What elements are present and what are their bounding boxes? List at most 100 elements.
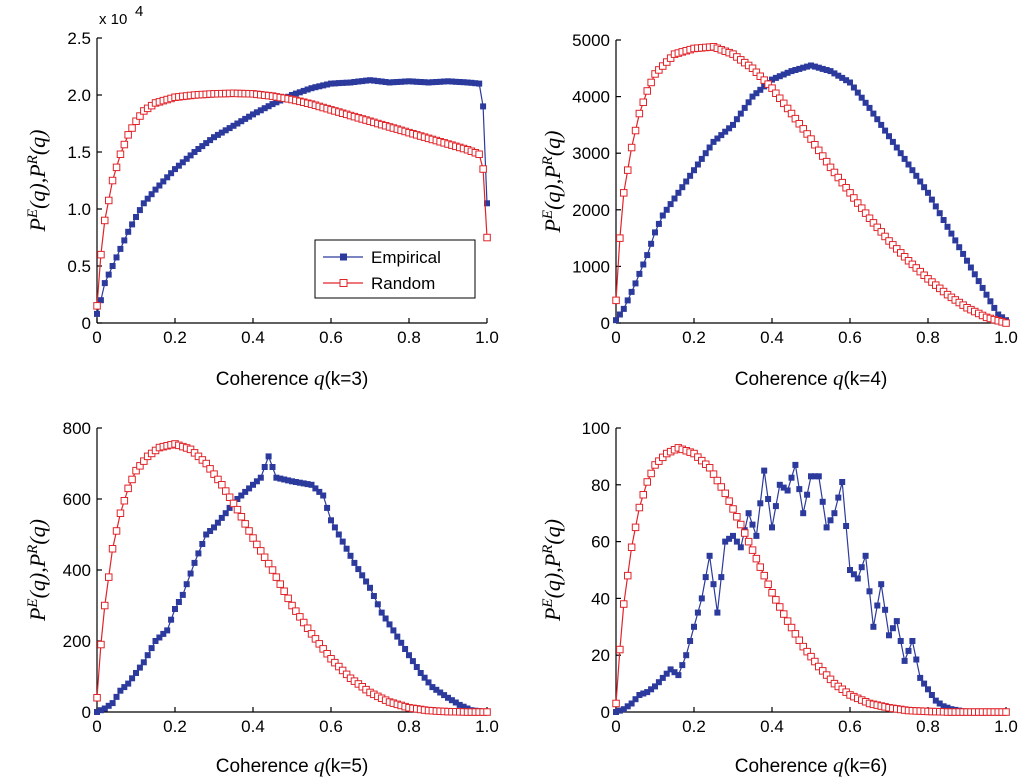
data-point-random xyxy=(296,613,304,621)
x-tick-label: 0.4 xyxy=(241,328,265,347)
data-point-empirical xyxy=(874,602,881,609)
data-point-random xyxy=(229,499,238,508)
data-point-random xyxy=(342,670,351,679)
data-point-empirical xyxy=(854,89,861,96)
data-point-empirical xyxy=(936,700,943,707)
data-point-empirical xyxy=(160,630,167,637)
x-tick-label: 0.8 xyxy=(397,328,421,347)
data-point-random xyxy=(826,675,835,684)
data-point-random xyxy=(101,601,109,610)
x-tick-label: 1.0 xyxy=(475,717,499,736)
data-point-empirical xyxy=(628,288,635,295)
y-tick-label: 400 xyxy=(63,561,91,580)
y-tick-label: 1.0 xyxy=(67,200,91,219)
data-point-empirical xyxy=(222,127,229,134)
data-point-empirical xyxy=(441,692,448,699)
data-point-empirical xyxy=(386,79,393,86)
data-point-random xyxy=(834,173,842,182)
data-point-empirical xyxy=(172,606,178,612)
data-point-empirical xyxy=(905,161,912,168)
data-point-empirical xyxy=(866,104,873,111)
x-tick-label: 0.2 xyxy=(163,328,187,347)
data-point-empirical xyxy=(246,485,253,492)
data-point-empirical xyxy=(456,79,463,85)
data-point-empirical xyxy=(203,140,210,147)
data-point-random xyxy=(105,573,113,581)
y-tick-label: 60 xyxy=(591,533,610,552)
data-point-empirical xyxy=(975,278,982,285)
data-point-empirical xyxy=(940,703,947,710)
data-point-random xyxy=(772,89,780,97)
data-point-random xyxy=(206,465,214,473)
data-point-empirical xyxy=(195,146,202,152)
data-point-empirical xyxy=(476,80,483,87)
data-point-random xyxy=(655,66,663,74)
data-point-random xyxy=(780,610,788,618)
data-point-empirical xyxy=(624,703,631,710)
data-point-empirical xyxy=(324,81,331,88)
data-point-random xyxy=(795,636,803,644)
data-point-random xyxy=(280,587,288,595)
data-point-empirical xyxy=(406,652,412,659)
data-point-empirical xyxy=(784,487,791,494)
data-point-empirical xyxy=(839,479,846,485)
data-point-empirical xyxy=(269,464,276,470)
data-point-empirical xyxy=(105,271,112,278)
data-point-random xyxy=(93,694,101,702)
x-tick-label: 0.6 xyxy=(319,717,343,736)
data-point-empirical xyxy=(187,570,194,577)
data-point-empirical xyxy=(183,581,190,588)
data-point-random xyxy=(624,166,632,174)
y-tick-label: 200 xyxy=(63,632,91,651)
y-tick-label: 2000 xyxy=(572,201,610,220)
data-point-random xyxy=(639,98,647,106)
data-point-empirical xyxy=(175,162,182,169)
data-point-empirical xyxy=(144,652,151,659)
data-point-empirical xyxy=(796,486,803,493)
data-point-empirical xyxy=(772,74,779,81)
data-point-random xyxy=(776,603,784,611)
y-tick-label: 2.0 xyxy=(67,86,91,105)
data-point-empirical xyxy=(905,647,912,654)
data-point-random xyxy=(483,233,491,242)
data-point-empirical xyxy=(386,621,393,628)
data-point-empirical xyxy=(932,203,939,210)
data-point-random xyxy=(319,645,327,653)
data-point-random xyxy=(752,68,761,76)
data-point-empirical xyxy=(761,83,768,90)
data-point-random xyxy=(249,534,257,542)
data-point-empirical xyxy=(726,125,733,132)
data-point-empirical xyxy=(218,514,225,521)
data-point-random xyxy=(338,666,347,675)
data-point-empirical xyxy=(679,184,686,191)
data-point-empirical xyxy=(811,63,818,70)
data-point-random xyxy=(725,497,733,505)
data-point-empirical xyxy=(292,479,299,485)
data-point-random xyxy=(112,163,121,172)
data-point-empirical xyxy=(269,101,276,108)
data-point-empirical xyxy=(148,191,155,198)
data-point-random xyxy=(616,645,624,654)
data-point-random xyxy=(268,566,277,574)
data-point-empirical xyxy=(140,200,147,207)
data-point-empirical xyxy=(858,564,865,571)
data-point-empirical xyxy=(347,552,354,559)
data-point-empirical xyxy=(203,531,210,538)
data-point-random xyxy=(635,109,644,118)
data-point-random xyxy=(253,540,261,549)
data-point-empirical xyxy=(718,132,725,139)
data-point-empirical xyxy=(136,664,143,671)
data-point-empirical xyxy=(636,270,643,277)
data-point-empirical xyxy=(874,116,881,123)
data-point-empirical xyxy=(445,694,451,701)
data-point-random xyxy=(659,453,667,462)
data-point-empirical xyxy=(409,658,416,665)
data-point-empirical xyxy=(121,237,128,244)
data-point-empirical xyxy=(882,127,889,134)
y-tick-label: 4000 xyxy=(572,88,610,107)
y-tick-label: 1.5 xyxy=(67,143,91,162)
data-point-random xyxy=(276,580,284,588)
x-tick-label: 0.8 xyxy=(397,717,421,736)
data-point-empirical xyxy=(117,687,124,694)
data-point-empirical xyxy=(909,638,916,644)
